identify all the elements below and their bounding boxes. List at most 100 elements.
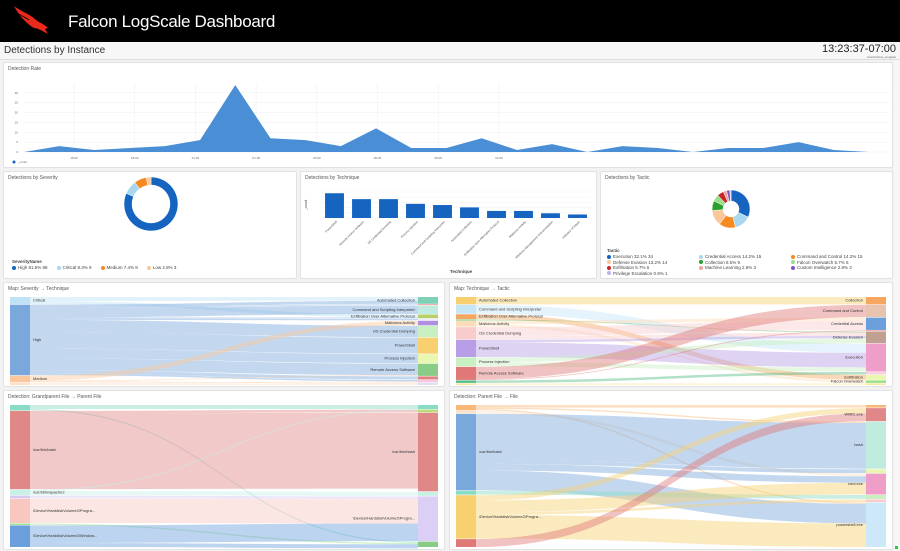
app-header: Falcon LogScale Dashboard: [0, 0, 900, 42]
sankey-link: [30, 319, 418, 338]
legend-item[interactable]: Machine Learning 2.8% 3: [699, 265, 787, 270]
sankey-node: [10, 382, 30, 385]
sankey-node-label: cmd.exe: [848, 481, 864, 486]
sankey-chart: /usr/bin/bash/usr/sbin/apache2 \Device\Ha…: [10, 405, 438, 549]
legend-title: Tactic: [607, 248, 620, 253]
legend-item[interactable]: Critical 8.3% 9: [56, 265, 92, 270]
tactic-panel[interactable]: Detections by Tactic Tactic Execution 32…: [600, 171, 893, 279]
sankey-link: [476, 362, 866, 372]
x-tick-label: 09:00: [434, 156, 442, 160]
bar: [379, 199, 398, 218]
severity-donut: [123, 176, 179, 232]
sankey-node: [456, 304, 476, 314]
sankey-node: [866, 502, 886, 547]
sankey-node-label: Exfiltration: [844, 374, 863, 379]
sankey-node: [10, 405, 30, 411]
donut-slice: [730, 189, 751, 218]
sankey-node: [10, 375, 30, 383]
sankey-node: [866, 331, 886, 344]
sankey-link: [30, 523, 418, 543]
sankey-link: [30, 498, 418, 524]
scrollbar[interactable]: [894, 60, 900, 551]
legend-item[interactable]: Falcon Overwatch 5.7% 6: [791, 260, 879, 265]
donut-slice: [729, 189, 732, 202]
bar: [352, 199, 371, 218]
sankey-node-label: PowerShell: [479, 345, 499, 350]
legend-label: Falcon Overwatch 5.7% 6: [797, 259, 849, 265]
sankey-links: [30, 297, 418, 385]
sankey-link: [476, 317, 866, 325]
sankey-node-label: \Device\HarddiskVolume2\Window...: [33, 533, 97, 538]
sankey-node-label: /usr/bin/bash: [33, 447, 56, 452]
x-tick-label: Automated Collection: [450, 220, 473, 243]
sankey-panel-parent-file[interactable]: Detection: Parent File → File /usr/bin/b…: [449, 390, 893, 550]
detection-rate-panel[interactable]: Detection Rate 0 5 10 15 20 25 30 15:00 18:00 21:…: [3, 62, 893, 168]
legend-item[interactable]: Execution 32.1% 34: [607, 254, 695, 259]
x-tick-label: 12:00: [495, 156, 503, 160]
sankey-node-label: PowerShell: [395, 343, 415, 348]
sankey-node: [456, 339, 476, 357]
bar: [487, 210, 506, 218]
legend-dot-icon: [56, 265, 61, 270]
sankey-node-label: /usr/bin/bash: [392, 449, 415, 454]
panel-title: Map: Severity → Technique: [8, 286, 70, 292]
legend-marker: [12, 160, 16, 164]
sankey-node-label: Malicious Activity: [479, 321, 509, 326]
sankey-link: [30, 383, 418, 385]
legend-dot-icon: [12, 265, 16, 270]
technique-bar-chart: PowerShell Remote Access Software OS Crede…: [304, 191, 591, 274]
sankey-link: [30, 300, 418, 308]
sankey-link: [476, 297, 866, 305]
technique-panel[interactable]: Detections by Technique PowerShell Remote…: [300, 171, 597, 279]
sankey-link: [476, 407, 866, 423]
sankey-link: [476, 482, 866, 513]
legend-item[interactable]: Defense Evasion 13.2% 14: [607, 260, 695, 265]
sankey-node: [866, 317, 886, 330]
legend-item[interactable]: Low 2.8% 3: [146, 265, 176, 270]
sankey-node-label: bash: [854, 442, 863, 447]
sankey-node: [866, 473, 886, 495]
x-tick-label: 06:00: [374, 156, 382, 160]
sankey-link: [30, 305, 418, 318]
sankey-link: [30, 370, 418, 380]
legend-label: Defense Evasion 13.2% 14: [613, 259, 668, 265]
sankey-node: [456, 383, 476, 385]
sankey-panel-severity-technique[interactable]: Map: Severity → Technique Critical High Me…: [3, 282, 445, 387]
legend-label: Exfiltration 5.7% 6: [613, 265, 650, 270]
sankey-node: [418, 305, 438, 314]
sankey-node: [418, 363, 438, 376]
sankey-node: [456, 320, 476, 327]
legend-item[interactable]: Custom Intelligence 2.8% 3: [791, 265, 879, 270]
legend-item[interactable]: Command and Control 14.2% 15: [791, 254, 879, 259]
sankey-node-label: Command and Scripting Interpreter: [353, 307, 416, 312]
x-tick-label: 21:00: [192, 156, 200, 160]
sankey-panel-technique-tactic[interactable]: Map: Technique → Tactic Automated Collec…: [449, 282, 893, 387]
legend-label: _count: [17, 160, 27, 164]
legend-dot-icon: [791, 260, 795, 264]
donut-slice: [123, 176, 179, 232]
legend-item[interactable]: Collection 8.5% 9: [699, 260, 787, 265]
legend-item[interactable]: Credential Access 14.2% 15: [699, 254, 787, 259]
sankey-node-label: Falcon Overwatch: [831, 379, 863, 384]
scroll-indicator[interactable]: [895, 546, 898, 549]
sankey-node: [418, 496, 438, 542]
legend-item[interactable]: Exfiltration 5.7% 6: [607, 265, 695, 270]
severity-panel[interactable]: Detections by Severity SeverityName High…: [3, 171, 297, 279]
sankey-link: [476, 304, 866, 353]
sankey-node: [866, 499, 886, 503]
x-tick-label: Malicious Activity: [508, 220, 527, 239]
legend-item[interactable]: High 81.5% 88: [12, 265, 48, 270]
y-tick-label: 10: [15, 130, 19, 134]
legend-item[interactable]: Privilege Escalation 0.9% 1: [607, 271, 695, 276]
legend-item[interactable]: Medium 7.4% 8: [100, 265, 138, 270]
sankey-link: [476, 408, 866, 504]
falcon-logo-icon: [14, 6, 48, 34]
sankey-node-label: powershell.exe: [836, 522, 863, 527]
sankey-link: [30, 412, 418, 490]
sankey-link: [476, 314, 866, 380]
x-tick-label: 03:00: [313, 156, 321, 160]
sankey-node-label: OS Credential Dumping: [373, 329, 415, 334]
sankey-panel-grandparent-parent[interactable]: Detection: Grandparent File → Parent Fil…: [3, 390, 445, 550]
x-axis-label: Technique: [450, 269, 473, 274]
sankey-link: [476, 413, 866, 469]
